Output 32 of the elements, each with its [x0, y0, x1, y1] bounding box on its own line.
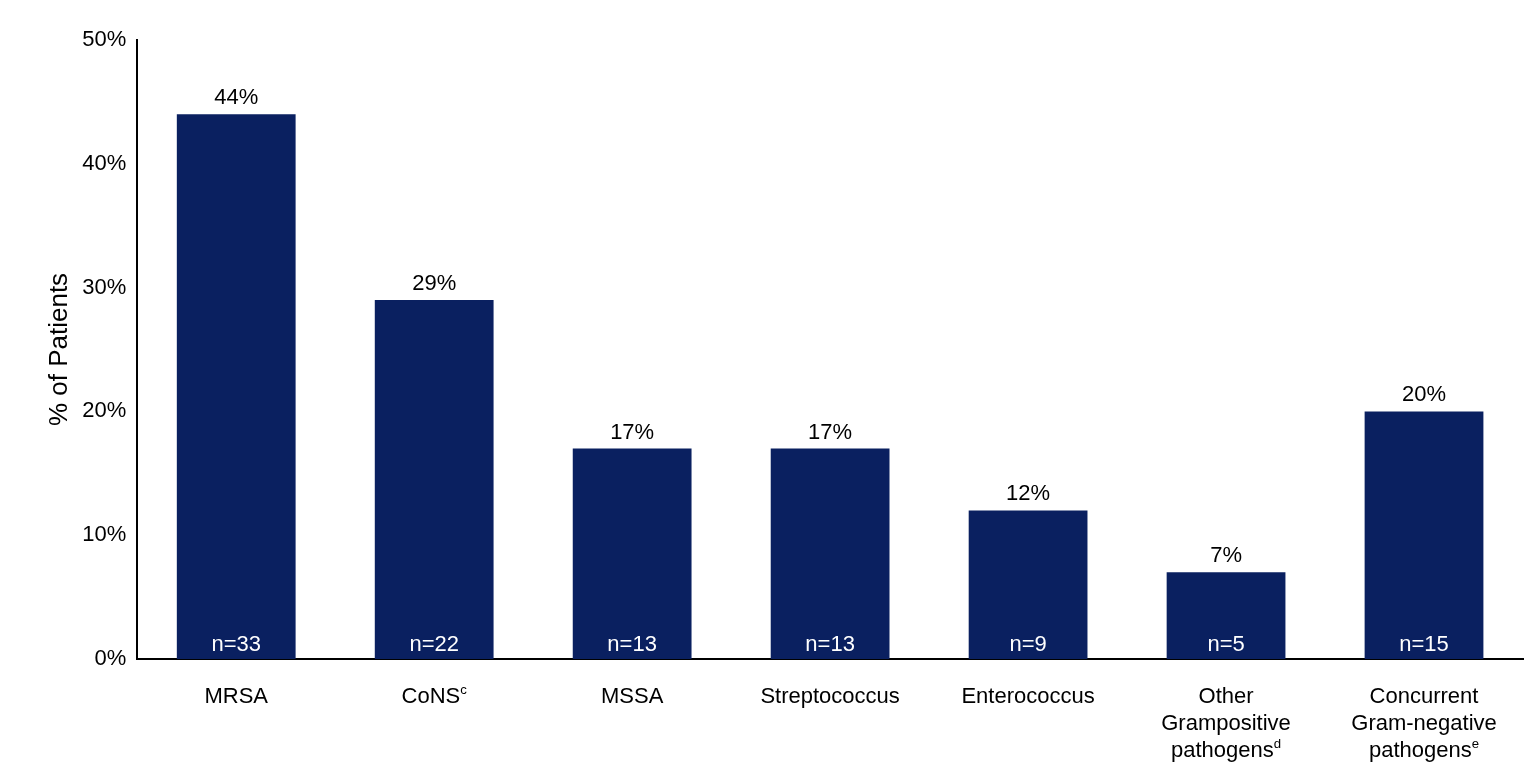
y-tick-label: 30%	[82, 273, 127, 299]
annotation: n=13	[805, 631, 855, 656]
data-label: 44%	[214, 84, 259, 110]
x-tick-label: Streptococcus	[760, 683, 900, 708]
annotation: n=9	[1009, 631, 1047, 656]
x-tick-label: Enterococcus	[961, 683, 1095, 708]
bar	[176, 114, 296, 659]
y-tick-label: 50%	[82, 26, 127, 52]
annotation: n=15	[1399, 631, 1449, 656]
annotation: n=5	[1207, 631, 1245, 656]
x-tick-label: MSSA	[600, 683, 664, 708]
data-label: 12%	[1006, 480, 1051, 506]
data-label: 29%	[412, 269, 457, 295]
x-tick-label: MRSA	[204, 683, 269, 708]
data-label: 17%	[808, 418, 853, 444]
data-label: 17%	[610, 418, 655, 444]
y-tick-label: 20%	[82, 397, 127, 423]
y-tick-label: 40%	[82, 149, 127, 175]
bar	[374, 299, 494, 659]
bar	[572, 448, 692, 659]
data-label: 7%	[1210, 542, 1242, 568]
y-axis-title: % of Patients	[42, 272, 73, 427]
bar	[968, 510, 1088, 659]
bar	[1364, 411, 1484, 659]
y-tick-label: 10%	[82, 521, 127, 547]
data-label: 20%	[1402, 381, 1447, 407]
bar	[1166, 572, 1286, 659]
y-tick-label: 0%	[94, 645, 127, 671]
annotation: n=13	[607, 631, 657, 656]
annotation: n=22	[409, 631, 459, 656]
bar	[770, 448, 890, 659]
annotation: n=33	[211, 631, 261, 656]
